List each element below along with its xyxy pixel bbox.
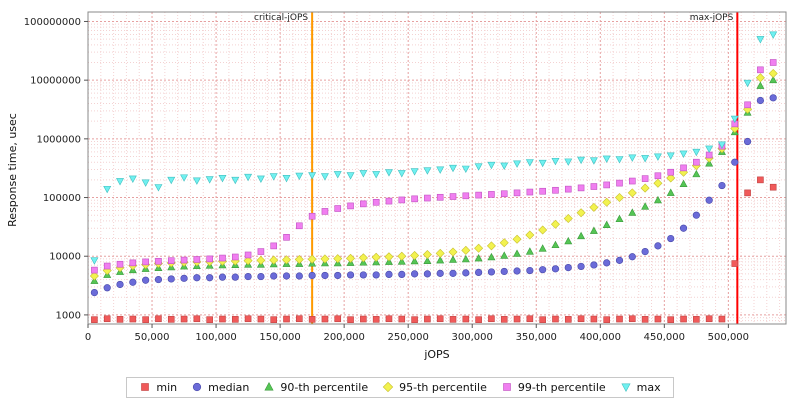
- x-tick-label: 400,000: [580, 332, 621, 343]
- y-tick-label: 100000: [43, 193, 81, 204]
- y-tick-label: 100000000: [24, 17, 81, 28]
- legend-marker-min: [141, 383, 150, 391]
- series-median: [90, 94, 777, 297]
- y-tick-label: 1000000: [36, 134, 81, 145]
- x-tick-label: 350,000: [516, 332, 557, 343]
- annotation-label-max-jops: max-jOPS: [690, 13, 734, 23]
- y-axis-title: Response time, usec: [6, 113, 19, 227]
- legend-strip: min median 90-th percentile 95-th percentil…: [0, 370, 800, 404]
- x-tick-label: 0: [85, 332, 91, 343]
- legend-label-95-th-percentile: 95-th percentile: [399, 380, 487, 394]
- x-tick-label: 250,000: [388, 332, 429, 343]
- annotation-label-critical-jops: critical-jOPS: [254, 13, 308, 23]
- y-tick-label: 1000: [56, 310, 81, 321]
- legend-label-99-th-percentile: 99-th percentile: [517, 380, 606, 394]
- x-tick-label: 50,000: [135, 332, 170, 343]
- series-99-th-percentile: [91, 59, 777, 274]
- legend-marker-95-th-percentile: [382, 381, 394, 393]
- legend-item-max: max: [620, 381, 661, 394]
- x-tick-label: 100,000: [195, 332, 236, 343]
- legend-item-min: min: [139, 381, 177, 394]
- x-tick-label: 150,000: [259, 332, 300, 343]
- legend-marker-max: [621, 383, 631, 392]
- legend-item-95-th-percentile: 95-th percentile: [382, 381, 487, 394]
- x-tick-label: 200,000: [323, 332, 364, 343]
- x-tick-label: 300,000: [452, 332, 493, 343]
- series-max: [90, 31, 778, 265]
- chart-canvas: Response time, usec jOPS 0 50,000 100,000 1…: [6, 11, 787, 361]
- legend-label-median: median: [208, 380, 250, 394]
- x-tick-label: 450,000: [644, 332, 685, 343]
- legend-label-max: max: [636, 380, 661, 394]
- legend-marker-99-th-percentile: [503, 383, 511, 391]
- legend-item-90-th-percentile: 90-th percentile: [263, 381, 368, 394]
- axis-labels: 0 50,000 100,000 150,000 200,000 250,000 300,0…: [24, 17, 749, 343]
- legend-label-min: min: [156, 380, 178, 394]
- y-tick-label: 10000: [49, 252, 81, 263]
- gridlines: [88, 12, 786, 324]
- legend-marker-median: [193, 382, 202, 392]
- x-tick-label: 500,000: [708, 332, 749, 343]
- y-tick-label: 10000000: [30, 76, 81, 87]
- legend-marker-90-th-percentile: [264, 382, 274, 391]
- legend-item-99-th-percentile: 99-th percentile: [501, 381, 606, 394]
- legend-item-median: median: [191, 381, 249, 394]
- legend-label-90-th-percentile: 90-th percentile: [280, 380, 369, 394]
- chart-legend: min median 90-th percentile 95-th percentil…: [126, 376, 674, 398]
- x-axis-title: jOPS: [423, 348, 449, 361]
- series-min: [91, 176, 777, 323]
